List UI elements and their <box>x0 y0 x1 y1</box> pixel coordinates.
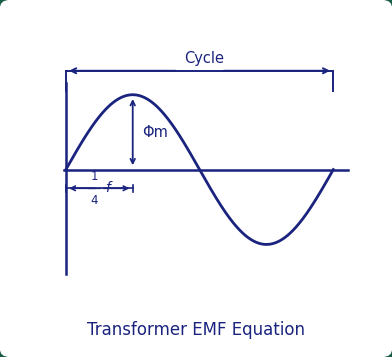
Text: Cycle: Cycle <box>184 51 224 66</box>
Text: 1: 1 <box>91 170 98 183</box>
Text: Transformer EMF Equation: Transformer EMF Equation <box>87 321 305 339</box>
Text: f: f <box>105 181 110 195</box>
Text: Φm: Φm <box>142 125 168 140</box>
Text: 4: 4 <box>91 194 98 207</box>
